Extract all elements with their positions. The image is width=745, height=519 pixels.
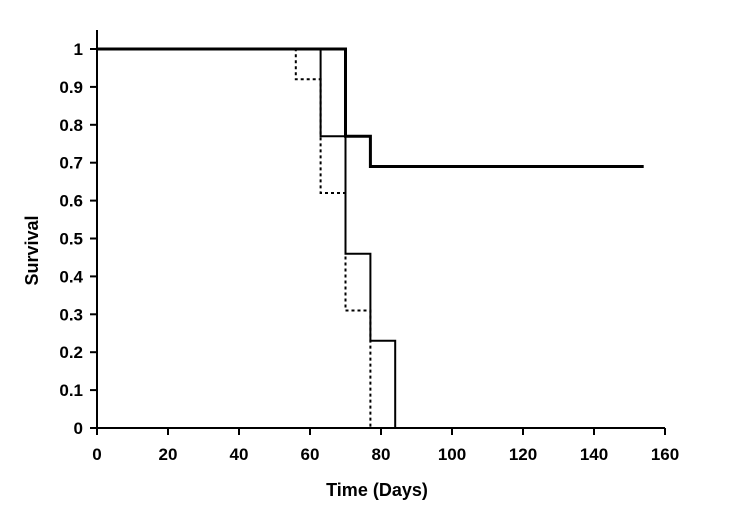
axes-layer (96, 30, 665, 429)
y-tick-label: 0.3 (59, 305, 83, 324)
series-layer (97, 47, 644, 428)
x-tick-label: 160 (651, 445, 679, 464)
y-tick-label: 0.9 (59, 78, 83, 97)
y-tick-label: 1 (74, 40, 83, 59)
y-tick-label: 0.5 (59, 230, 83, 249)
y-tick-label: 0.7 (59, 154, 83, 173)
y-tick-label: 0.2 (59, 343, 83, 362)
y-tick-label: 0.1 (59, 381, 83, 400)
x-tick-label: 80 (372, 445, 391, 464)
x-tick-label: 60 (301, 445, 320, 464)
y-ticks: 0 0.1 0.2 0.3 0.4 0.5 0.6 0.7 0.8 0.9 1 (59, 40, 97, 438)
y-tick-label: 0.8 (59, 116, 83, 135)
x-tick-label: 100 (438, 445, 466, 464)
y-tick-label: 0.6 (59, 192, 83, 211)
series-line-solid-thin (97, 48, 397, 428)
x-ticks: 0 20 40 60 80 100 120 140 160 (92, 428, 679, 464)
series-line-dotted (97, 48, 372, 428)
y-axis-title: Survival (22, 215, 42, 285)
x-tick-label: 0 (92, 445, 101, 464)
x-tick-label: 20 (159, 445, 178, 464)
y-tick-label: 0.4 (59, 267, 83, 286)
x-axis-title: Time (Days) (326, 480, 428, 500)
x-tick-label: 40 (230, 445, 249, 464)
y-tick-label: 0 (74, 419, 83, 438)
x-tick-label: 120 (509, 445, 537, 464)
x-tick-label: 140 (580, 445, 608, 464)
series-line-solid-thick (97, 47, 644, 168)
